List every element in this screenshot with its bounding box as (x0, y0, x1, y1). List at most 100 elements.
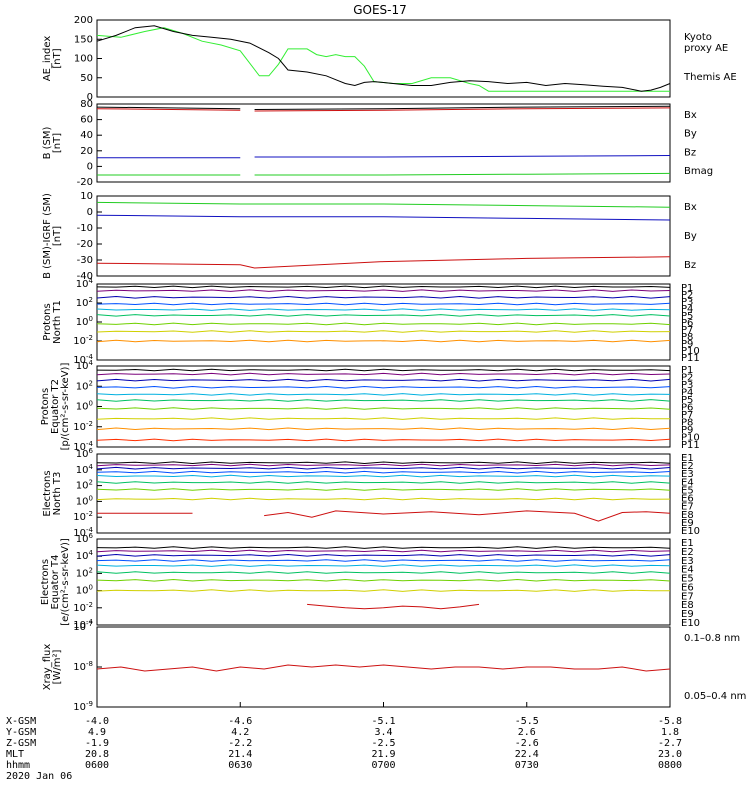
ephemeris-value: 2.6 (518, 727, 536, 738)
series-line-0-1-0-8-nm (96, 664, 671, 672)
y-tick-label: 102 (76, 379, 93, 392)
panel-protons_t2: 10-410-2100102104P1P2P3P4P5P6P7P8P9P10P1… (40, 359, 700, 453)
channel-line-P4 (96, 302, 671, 306)
y-axis-label: Xray_flux (42, 644, 53, 691)
panel-frame (96, 283, 671, 361)
channel-line-P5 (96, 308, 671, 311)
ephemeris-value: 0600 (85, 760, 109, 771)
ephemeris-value: 22.4 (515, 749, 539, 760)
channel-label-E9: E9 (681, 609, 694, 620)
channel-label-E4: E4 (681, 477, 694, 488)
y-tick-exponent: 6 (89, 447, 94, 455)
legend-right-bz: Bz (684, 260, 696, 271)
channel-label-P2: P2 (681, 373, 693, 384)
channel-line-P2 (96, 372, 671, 376)
channel-line-E4 (96, 470, 671, 474)
y-tick-label: 10-2 (73, 510, 93, 523)
y-tick-exponent: 6 (89, 532, 94, 540)
legend-right-bz: Bz (684, 147, 696, 158)
channel-label-E10: E10 (681, 618, 700, 629)
y-tick-label: 102 (76, 566, 93, 579)
channel-line-P6 (96, 314, 671, 317)
y-axis-label: North T1 (52, 300, 63, 344)
channel-label-P10: P10 (681, 346, 700, 357)
ephemeris-value: -2.2 (228, 738, 252, 749)
y-tick-exponent: 0 (89, 315, 93, 323)
channel-line-E7 (96, 578, 671, 582)
channel-label-E4: E4 (681, 565, 694, 576)
y-tick-label: 0 (87, 92, 93, 103)
ephemeris-value: 20.8 (85, 749, 109, 760)
channel-label-E1: E1 (681, 538, 694, 549)
ephemeris-value: -2.5 (371, 738, 395, 749)
electron-low-channel-line (264, 510, 671, 522)
y-axis-label: Electrons (42, 470, 53, 516)
y-tick-label: -30 (77, 255, 93, 266)
channel-label-E8: E8 (681, 600, 694, 611)
y-tick-label: -20 (77, 239, 93, 250)
y-axis-label: [e/(cm²-s-sr-keV)] (60, 538, 71, 626)
ephemeris-value: -2.7 (658, 738, 682, 749)
y-tick-label: 40 (80, 130, 93, 141)
series-line-bmag (96, 106, 241, 110)
channel-label-P8: P8 (681, 418, 693, 429)
series-line-bz (96, 108, 241, 111)
legend-right-bmag: Bmag (684, 166, 713, 177)
y-tick-exponent: 4 (89, 277, 94, 285)
series-line-bmag (254, 105, 671, 110)
y-axis-label: Electrons (40, 559, 51, 605)
ephemeris-value: 4.9 (88, 727, 106, 738)
y-tick-label: 50 (80, 73, 93, 84)
ephemeris-row-label: Y-GSM (6, 727, 36, 738)
ephemeris-row-label: MLT (6, 749, 24, 760)
channel-label-E2: E2 (681, 461, 694, 472)
channel-line-P8 (96, 330, 671, 333)
y-tick-exponent: 2 (89, 379, 93, 387)
panel-frame (96, 453, 671, 534)
channel-line-E7 (96, 488, 671, 491)
panel-b_igrf: -40 -30 -20 -10 0 10 B (SM)-IGRF (SM) [nT] Bx By B… (42, 191, 697, 282)
y-tick-label: 200 (74, 15, 93, 26)
y-tick-label: -10 (77, 223, 93, 234)
y-tick-label: 10-2 (73, 334, 93, 347)
y-tick-exponent: 0 (89, 400, 93, 408)
legend-kyoto-proxy-ae: Kyoto (684, 32, 712, 43)
channel-label-P5: P5 (681, 395, 693, 406)
channel-label-P2: P2 (681, 290, 693, 301)
panel-xray: 10-9 10-8 10-7 Xray_flux [W/m²] 0.1–0.8 nm 0.0… (42, 620, 746, 713)
y-tick-exponent: -2 (86, 601, 93, 609)
y-axis-label: B (SM) (42, 126, 53, 159)
channel-label-P4: P4 (681, 388, 693, 399)
y-axis-label: [nT] (52, 226, 63, 246)
channel-label-E2: E2 (681, 547, 694, 558)
channel-label-P6: P6 (681, 403, 693, 414)
y-tick-exponent: -4 (86, 440, 94, 448)
channel-line-P7 (96, 322, 671, 326)
channel-line-P9 (96, 427, 671, 431)
ephemeris-value: 0730 (515, 760, 539, 771)
y-axis-label: B (SM)-IGRF (SM) (42, 193, 53, 279)
y-tick-label: 100 (74, 54, 93, 65)
channel-label-P5: P5 (681, 311, 693, 322)
series-line-kyoto-proxy-ae (96, 27, 670, 92)
series-line-bx (254, 155, 671, 158)
ephemeris-value: 0700 (371, 760, 395, 771)
channel-label-P3: P3 (681, 297, 693, 308)
y-tick-label: 10-2 (73, 601, 93, 614)
y-tick-exponent: 4 (89, 463, 94, 471)
channel-label-E5: E5 (681, 574, 694, 585)
ephemeris-value: -5.1 (371, 716, 395, 727)
y-tick-label: 20 (80, 146, 93, 157)
panel-b_sm: -20 0 20 40 60 80 B (SM) [nT] Bx By Bz Bmag (42, 99, 713, 188)
ephemeris-value: -2.6 (515, 738, 539, 749)
channel-line-P4 (96, 385, 671, 389)
ephemeris-date: 2020 Jan 06 (6, 771, 72, 782)
y-tick-label: 100 (76, 400, 93, 413)
y-axis-label: AE_index (42, 36, 53, 82)
channel-label-E1: E1 (681, 453, 694, 464)
channel-line-E2 (96, 549, 671, 553)
y-axis-label: Equator T4 (50, 555, 61, 610)
series-line-by (96, 201, 671, 208)
channel-label-E6: E6 (681, 582, 694, 593)
